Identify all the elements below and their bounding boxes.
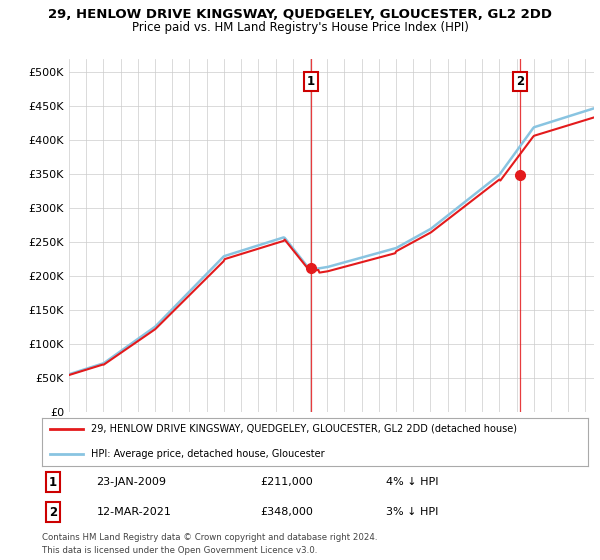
Text: 23-JAN-2009: 23-JAN-2009 bbox=[97, 477, 167, 487]
Text: 2: 2 bbox=[516, 75, 524, 88]
Text: 12-MAR-2021: 12-MAR-2021 bbox=[97, 507, 172, 517]
Text: Price paid vs. HM Land Registry's House Price Index (HPI): Price paid vs. HM Land Registry's House … bbox=[131, 21, 469, 34]
Text: 29, HENLOW DRIVE KINGSWAY, QUEDGELEY, GLOUCESTER, GL2 2DD (detached house): 29, HENLOW DRIVE KINGSWAY, QUEDGELEY, GL… bbox=[91, 424, 517, 434]
Text: 29, HENLOW DRIVE KINGSWAY, QUEDGELEY, GLOUCESTER, GL2 2DD: 29, HENLOW DRIVE KINGSWAY, QUEDGELEY, GL… bbox=[48, 8, 552, 21]
Text: £211,000: £211,000 bbox=[260, 477, 313, 487]
Text: Contains HM Land Registry data © Crown copyright and database right 2024.
This d: Contains HM Land Registry data © Crown c… bbox=[42, 533, 377, 554]
Text: 2: 2 bbox=[49, 506, 57, 519]
Text: 3% ↓ HPI: 3% ↓ HPI bbox=[386, 507, 439, 517]
Text: 1: 1 bbox=[49, 475, 57, 488]
Text: 1: 1 bbox=[307, 75, 315, 88]
Text: £348,000: £348,000 bbox=[260, 507, 313, 517]
Text: HPI: Average price, detached house, Gloucester: HPI: Average price, detached house, Glou… bbox=[91, 450, 325, 460]
Text: 4% ↓ HPI: 4% ↓ HPI bbox=[386, 477, 439, 487]
